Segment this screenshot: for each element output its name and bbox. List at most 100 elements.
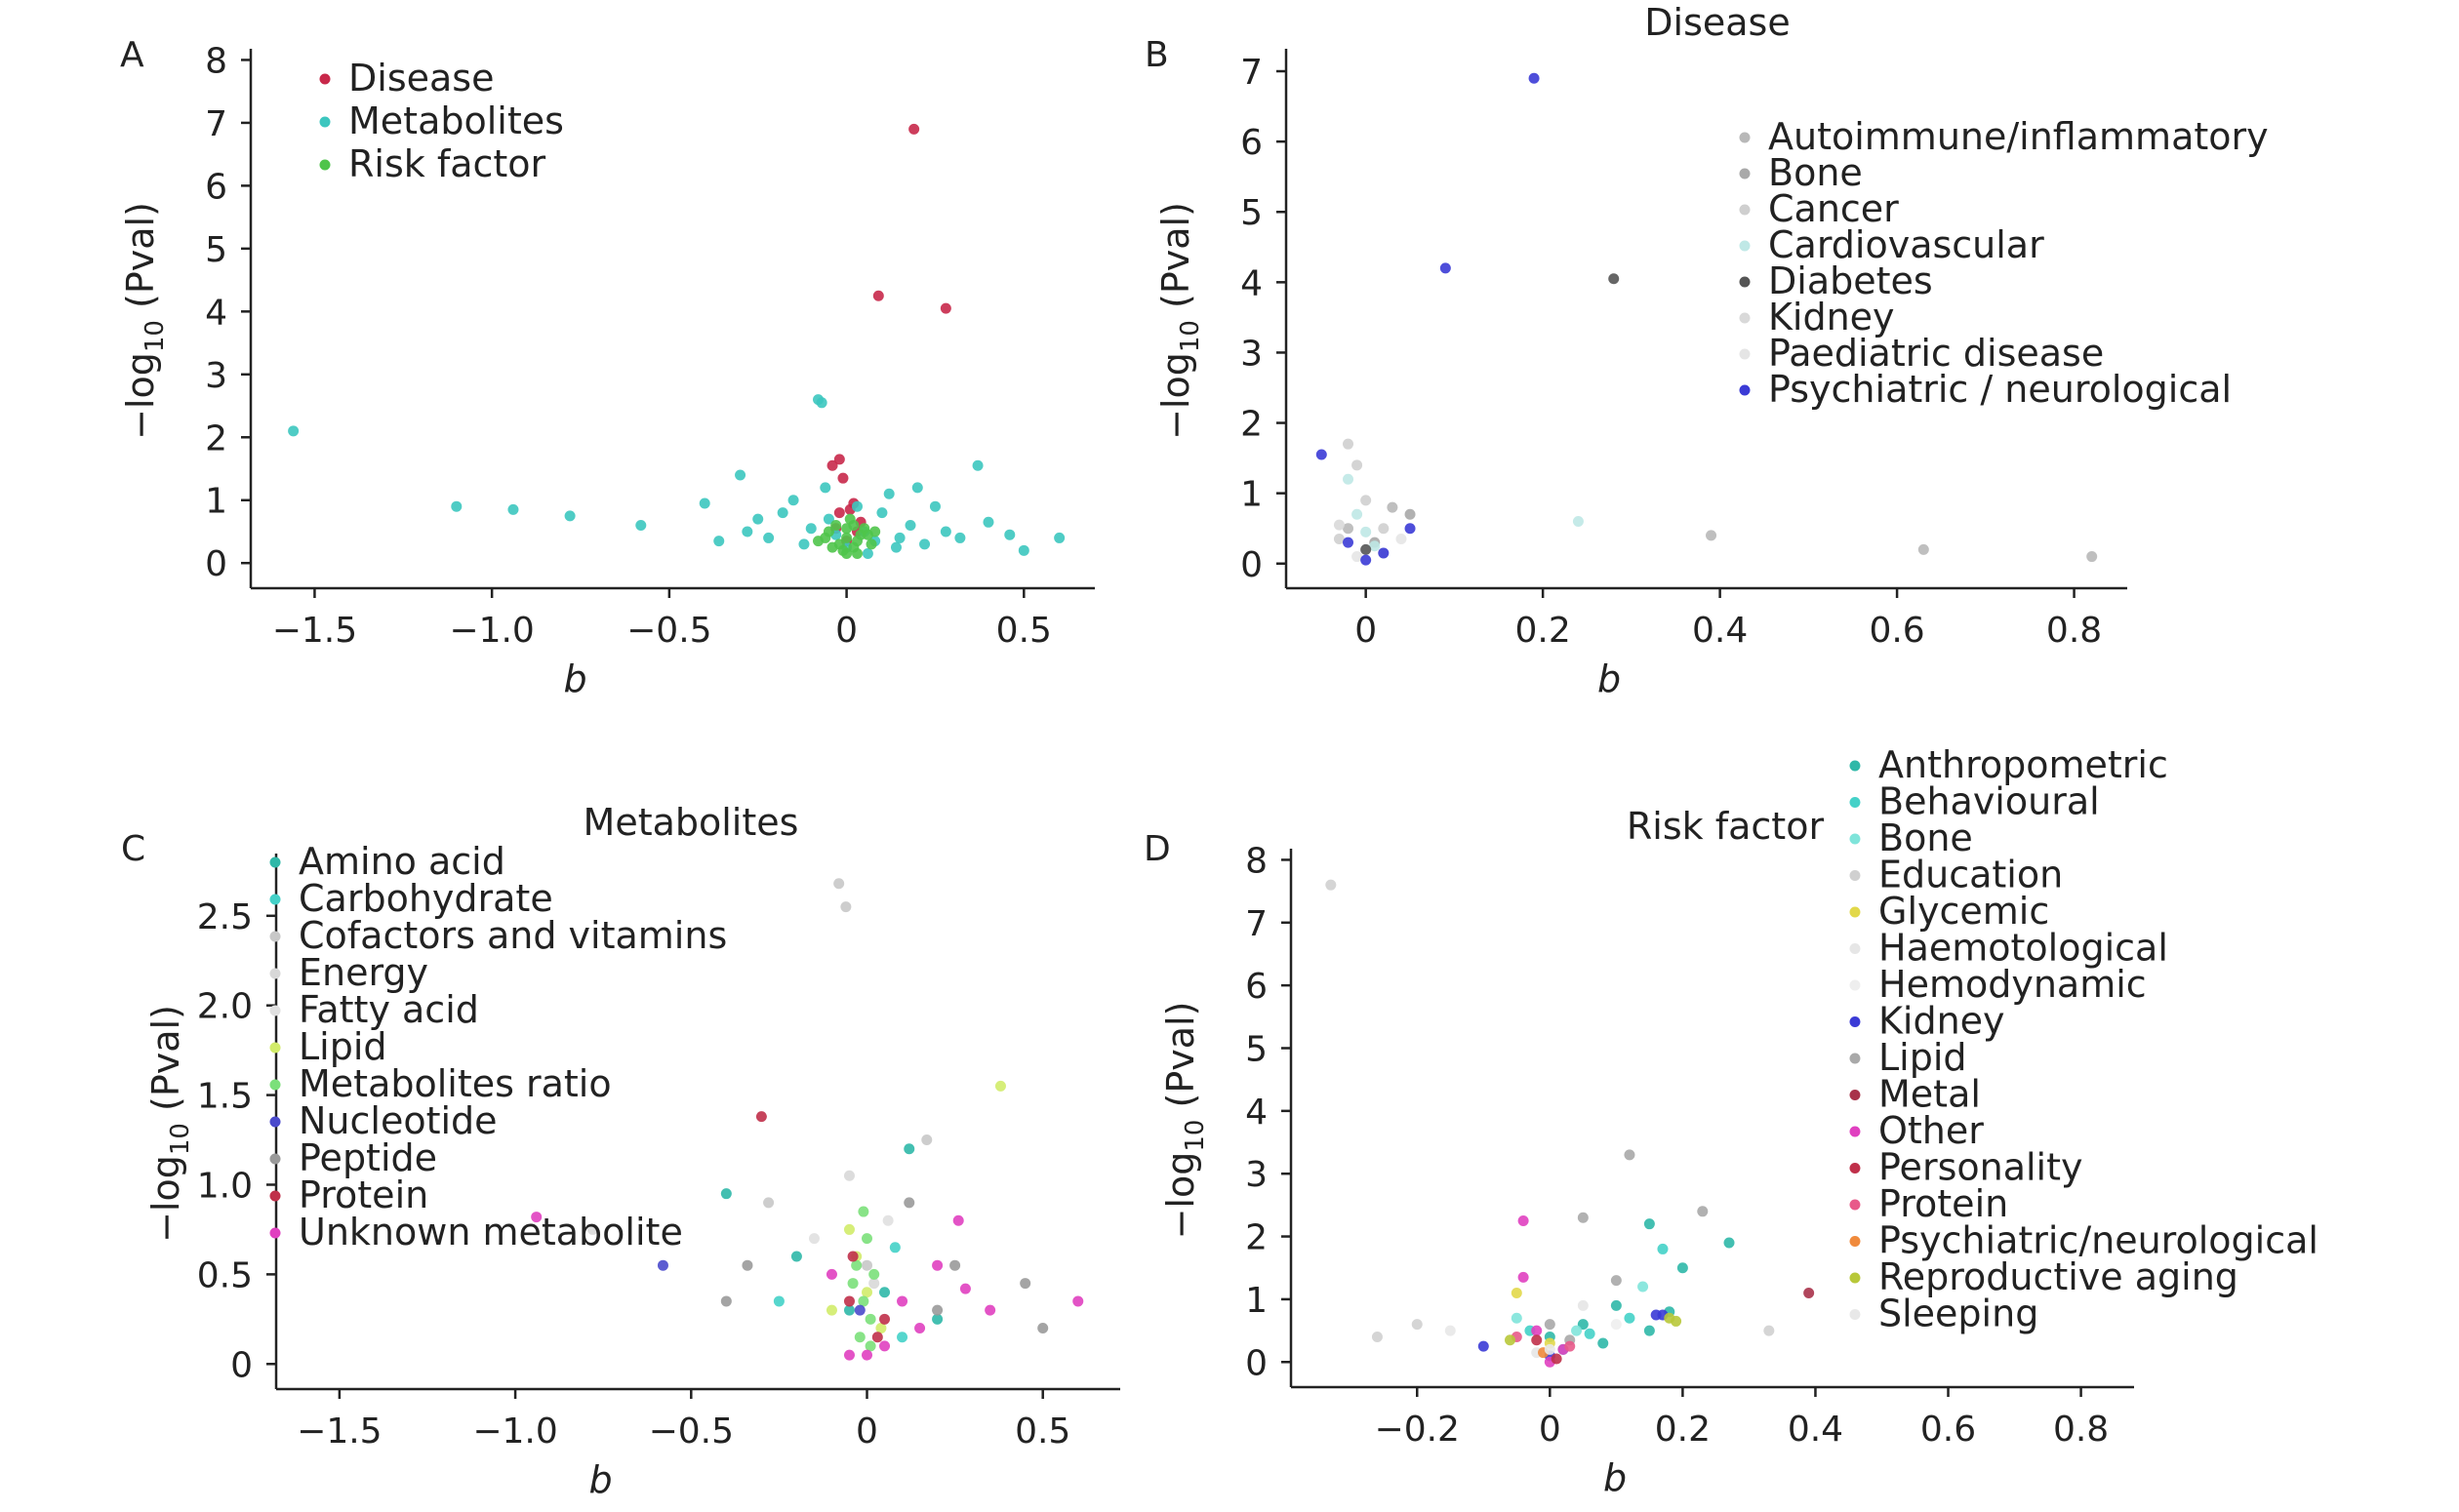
- legend-entry: Peptide: [299, 1136, 437, 1179]
- data-point: [985, 1304, 996, 1316]
- legend-marker: [1849, 797, 1861, 808]
- data-point: [904, 1197, 915, 1209]
- legend-marker: [1849, 1272, 1861, 1284]
- data-point: [1723, 1237, 1735, 1249]
- legend-marker: [1849, 1236, 1861, 1247]
- data-point: [531, 1212, 543, 1223]
- legend-entry: Bone: [1878, 816, 1973, 859]
- series-9: [1803, 1287, 1815, 1298]
- panel-label: C: [121, 829, 145, 869]
- legend-entry: Cancer: [1768, 187, 1899, 230]
- series-2: [1511, 1281, 1649, 1336]
- data-point: [851, 500, 863, 512]
- y-tick-label: 1.0: [197, 1166, 253, 1206]
- data-point: [833, 507, 845, 519]
- legend: AnthropometricBehaviouralBoneEducationGl…: [1849, 743, 2318, 1335]
- legend-marker: [1849, 833, 1861, 845]
- legend-entry: Unknown metabolite: [299, 1211, 683, 1253]
- data-point: [826, 459, 838, 471]
- data-point: [858, 1206, 869, 1217]
- legend-marker: [1849, 1126, 1861, 1137]
- legend-entry: Risk factor: [348, 142, 546, 185]
- data-point: [868, 1278, 880, 1290]
- series-2: [1333, 438, 1390, 545]
- legend-marker: [1739, 204, 1751, 216]
- x-axis-label: b: [588, 1458, 612, 1501]
- y-tick-label: 1: [1240, 475, 1263, 515]
- y-tick-label: 2.5: [197, 897, 253, 937]
- data-point: [1643, 1218, 1655, 1230]
- data-point: [889, 1242, 901, 1253]
- legend-entry: Metabolites: [348, 99, 564, 142]
- data-point: [940, 526, 951, 537]
- data-point: [1511, 1287, 1522, 1298]
- data-point: [763, 1197, 775, 1209]
- data-point: [897, 1332, 908, 1343]
- data-point: [932, 1313, 944, 1325]
- data-point: [847, 1278, 859, 1290]
- x-tick-label: −0.2: [1375, 1410, 1460, 1450]
- data-point: [1624, 1149, 1635, 1161]
- data-point: [830, 520, 842, 532]
- data-point: [872, 290, 884, 301]
- data-point: [763, 532, 775, 543]
- data-point: [1544, 1343, 1555, 1355]
- y-tick-label: 5: [205, 230, 227, 270]
- legend-marker: [269, 1227, 281, 1239]
- data-point: [805, 523, 817, 535]
- data-point: [843, 1295, 855, 1307]
- data-point: [1517, 1271, 1529, 1283]
- data-point: [1676, 1262, 1688, 1274]
- y-tick-label: 2: [1240, 405, 1263, 445]
- data-point: [1343, 537, 1354, 548]
- legend-entry: Lipid: [1878, 1036, 1967, 1079]
- data-point: [879, 1287, 891, 1298]
- series-8: [1544, 1149, 1709, 1346]
- data-point: [1624, 1312, 1635, 1324]
- legend-entry: Protein: [1878, 1182, 2008, 1225]
- data-point: [868, 1268, 880, 1280]
- legend-marker: [1739, 276, 1751, 288]
- data-point: [911, 482, 923, 494]
- data-point: [735, 469, 746, 481]
- legend-marker: [1849, 870, 1861, 881]
- x-tick-label: 0: [1354, 611, 1377, 651]
- series-8: [720, 1197, 1049, 1334]
- x-tick-label: 0: [835, 611, 858, 651]
- data-point: [894, 532, 906, 543]
- legend-marker: [1849, 760, 1861, 772]
- data-point: [865, 1313, 876, 1325]
- data-point: [1351, 508, 1363, 520]
- data-point: [808, 1233, 820, 1245]
- y-axis-label: −log10 (Pval): [119, 202, 170, 440]
- legend-entry: Autoimmune/inflammatory: [1768, 115, 2269, 158]
- y-tick-label: 0.5: [197, 1255, 253, 1295]
- y-tick-label: 0: [1245, 1343, 1268, 1383]
- legend-entry: Personality: [1878, 1146, 2082, 1189]
- series-9: [755, 1111, 891, 1343]
- legend-marker: [269, 1079, 281, 1091]
- data-point: [1351, 459, 1363, 471]
- x-tick-label: 0: [1539, 1410, 1561, 1450]
- legend-entry: Paediatric disease: [1768, 332, 2104, 375]
- y-tick-label: 4: [205, 293, 227, 333]
- data-point: [908, 123, 920, 135]
- legend-marker: [269, 856, 281, 868]
- data-point: [1404, 523, 1416, 535]
- data-point: [843, 1304, 855, 1316]
- data-point: [1343, 523, 1354, 535]
- data-point: [1564, 1340, 1576, 1352]
- y-tick-label: 3: [205, 356, 227, 396]
- y-tick-label: 4: [1245, 1093, 1268, 1133]
- data-point: [841, 532, 853, 543]
- y-tick-label: 1.5: [197, 1077, 253, 1117]
- data-point: [1511, 1312, 1522, 1324]
- data-point: [813, 536, 825, 547]
- data-point: [1572, 516, 1584, 527]
- x-tick-label: 0.5: [1015, 1412, 1070, 1452]
- data-point: [1697, 1206, 1709, 1217]
- x-tick-label: 0.5: [996, 611, 1052, 651]
- data-point: [288, 425, 300, 437]
- data-point: [1610, 1299, 1622, 1311]
